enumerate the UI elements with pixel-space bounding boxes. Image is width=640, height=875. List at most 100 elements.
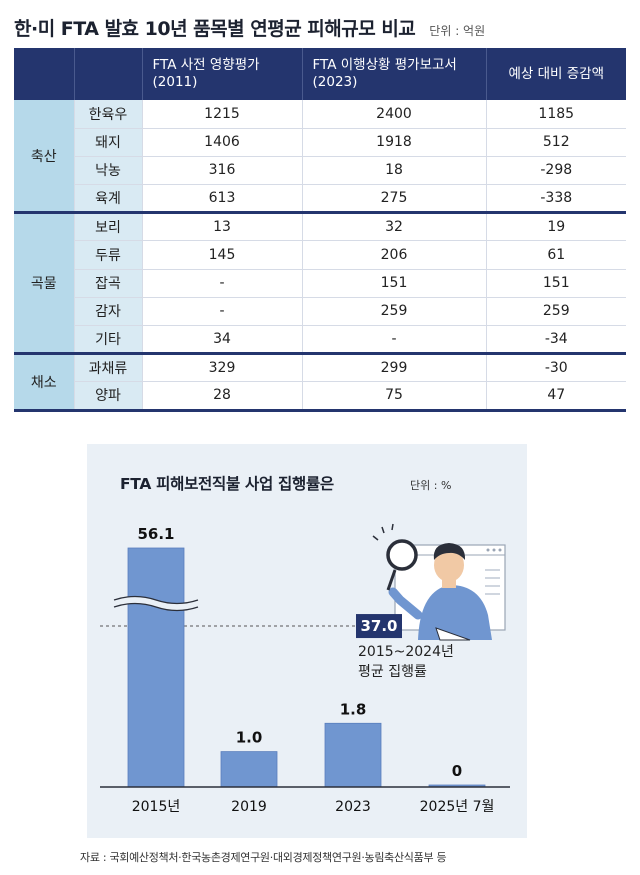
- item-cell: 육계: [73, 184, 142, 215]
- table-row: 잡곡 - 151 151: [14, 269, 626, 298]
- table-row: 곡물 보리 13 32 19: [14, 212, 626, 356]
- table-unit: 단위 : 억원: [429, 24, 486, 38]
- group-livestock: 축산: [14, 100, 74, 215]
- person-arm-icon: [388, 587, 423, 620]
- pre-cell: 1215: [141, 100, 302, 129]
- pre-cell: 13: [141, 212, 302, 242]
- diff-cell: 47: [485, 381, 626, 412]
- header-difference: 예상 대비 증감액: [485, 48, 626, 100]
- item-cell: 보리: [73, 212, 142, 242]
- pre-cell: 145: [141, 240, 302, 270]
- diff-cell: 259: [485, 297, 626, 327]
- item-cell: 감자: [73, 297, 142, 327]
- average-value-box: [356, 614, 402, 639]
- axis-break-line: [113, 595, 199, 605]
- browser-dot-icon: [486, 548, 490, 552]
- diff-cell: 1185: [485, 100, 626, 129]
- diff-cell: -338: [485, 184, 626, 215]
- pre-cell: 613: [141, 184, 302, 215]
- pre-cell: 34: [141, 325, 302, 356]
- pre-cell: 1406: [141, 128, 302, 157]
- post-cell: -: [301, 325, 486, 356]
- spark-line: [381, 526, 385, 534]
- diff-cell: 19: [485, 212, 626, 242]
- item-cell: 양파: [73, 381, 142, 412]
- average-caption-line2: 평균 집행률: [358, 664, 427, 680]
- person-body-icon: [418, 585, 492, 640]
- post-cell: 2400: [301, 100, 486, 129]
- bar-value-label: 56.1: [137, 525, 174, 543]
- average-caption-line1: 2015~2024년: [358, 644, 454, 660]
- diff-cell: 151: [485, 269, 626, 298]
- x-tick-label: 2025년 7월: [420, 799, 495, 815]
- person-hair-icon: [433, 543, 466, 560]
- table-row: 채소 과채류 329 299 -30: [14, 353, 626, 412]
- header-group: [14, 48, 74, 100]
- browser-dot-icon: [498, 548, 502, 552]
- pre-cell: -: [141, 297, 302, 327]
- laptop-icon: [435, 627, 471, 641]
- item-cell: 기타: [73, 325, 142, 356]
- table-title-row: 한·미 FTA 발효 10년 품목별 연평균 피해규모 비교 단위 : 억원: [14, 14, 626, 48]
- spark-line: [372, 535, 379, 541]
- table-row: 두류 145 206 61: [14, 240, 626, 270]
- post-cell: 259: [301, 297, 486, 327]
- x-tick-label: 2015년: [132, 799, 181, 815]
- axis-break-line: [113, 602, 199, 612]
- pre-cell: 316: [141, 156, 302, 186]
- table-row: 낙농 316 18 -298: [14, 156, 626, 186]
- table-row: 육계 613 275 -338: [14, 184, 626, 215]
- damage-table: FTA 사전 영향평가 (2011) FTA 이행상황 평가보고서 (2023)…: [14, 48, 626, 412]
- chart-title: FTA 피해보전직불 사업 집행률은: [120, 475, 334, 493]
- bar-2023: [324, 722, 382, 788]
- post-cell: 275: [301, 184, 486, 215]
- item-cell: 낙농: [73, 156, 142, 186]
- table-row: 양파 28 75 47: [14, 381, 626, 412]
- pre-cell: 28: [141, 381, 302, 412]
- group-grain: 곡물: [14, 212, 74, 356]
- post-cell: 151: [301, 269, 486, 298]
- pre-cell: 329: [141, 353, 302, 383]
- browser-dot-icon: [492, 548, 496, 552]
- bar-value-label: 1.8: [340, 700, 367, 718]
- spark-line: [391, 523, 394, 531]
- average-value-label: 37.0: [360, 617, 397, 635]
- magnifier-icon: [386, 539, 418, 571]
- item-cell: 잡곡: [73, 269, 142, 298]
- x-tick-label: 2019: [231, 799, 267, 815]
- diff-cell: -34: [485, 325, 626, 356]
- axis-break-gap: [114, 596, 198, 611]
- bar-value-label: 0: [452, 762, 462, 780]
- item-cell: 과채류: [73, 353, 142, 383]
- header-pre-assessment: FTA 사전 영향평가 (2011): [141, 48, 302, 100]
- diff-cell: 61: [485, 240, 626, 270]
- post-cell: 1918: [301, 128, 486, 157]
- post-cell: 206: [301, 240, 486, 270]
- header-post-report: FTA 이행상황 평가보고서 (2023): [301, 48, 486, 100]
- post-cell: 18: [301, 156, 486, 186]
- table-row: 돼지 1406 1918 512: [14, 128, 626, 157]
- bar-2019: [220, 751, 278, 788]
- diff-cell: -30: [485, 353, 626, 383]
- post-cell: 32: [301, 212, 486, 242]
- item-cell: 두류: [73, 240, 142, 270]
- person-face-icon: [434, 548, 464, 582]
- chart-unit: 단위 : %: [410, 479, 452, 492]
- item-cell: 돼지: [73, 128, 142, 157]
- pre-cell: -: [141, 269, 302, 298]
- source-note: 자료 : 국회예산정책처·한국농촌경제연구원·대외경제정책연구원·농림축산식품부…: [80, 851, 447, 864]
- diff-cell: -298: [485, 156, 626, 186]
- post-cell: 75: [301, 381, 486, 412]
- table-header-row: FTA 사전 영향평가 (2011) FTA 이행상황 평가보고서 (2023)…: [14, 48, 626, 100]
- diff-cell: 512: [485, 128, 626, 157]
- table-row: 감자 - 259 259: [14, 297, 626, 327]
- bar-2015: [127, 547, 185, 788]
- table-row: 축산 한육우 1215 2400 1185: [14, 100, 626, 215]
- table-title: 한·미 FTA 발효 10년 품목별 연평균 피해규모 비교: [14, 18, 416, 40]
- group-vegetable: 채소: [14, 353, 74, 412]
- header-item: [73, 48, 142, 100]
- x-tick-label: 2023: [335, 799, 371, 815]
- magnifier-handle-icon: [386, 569, 397, 591]
- person-illustration: [372, 523, 506, 641]
